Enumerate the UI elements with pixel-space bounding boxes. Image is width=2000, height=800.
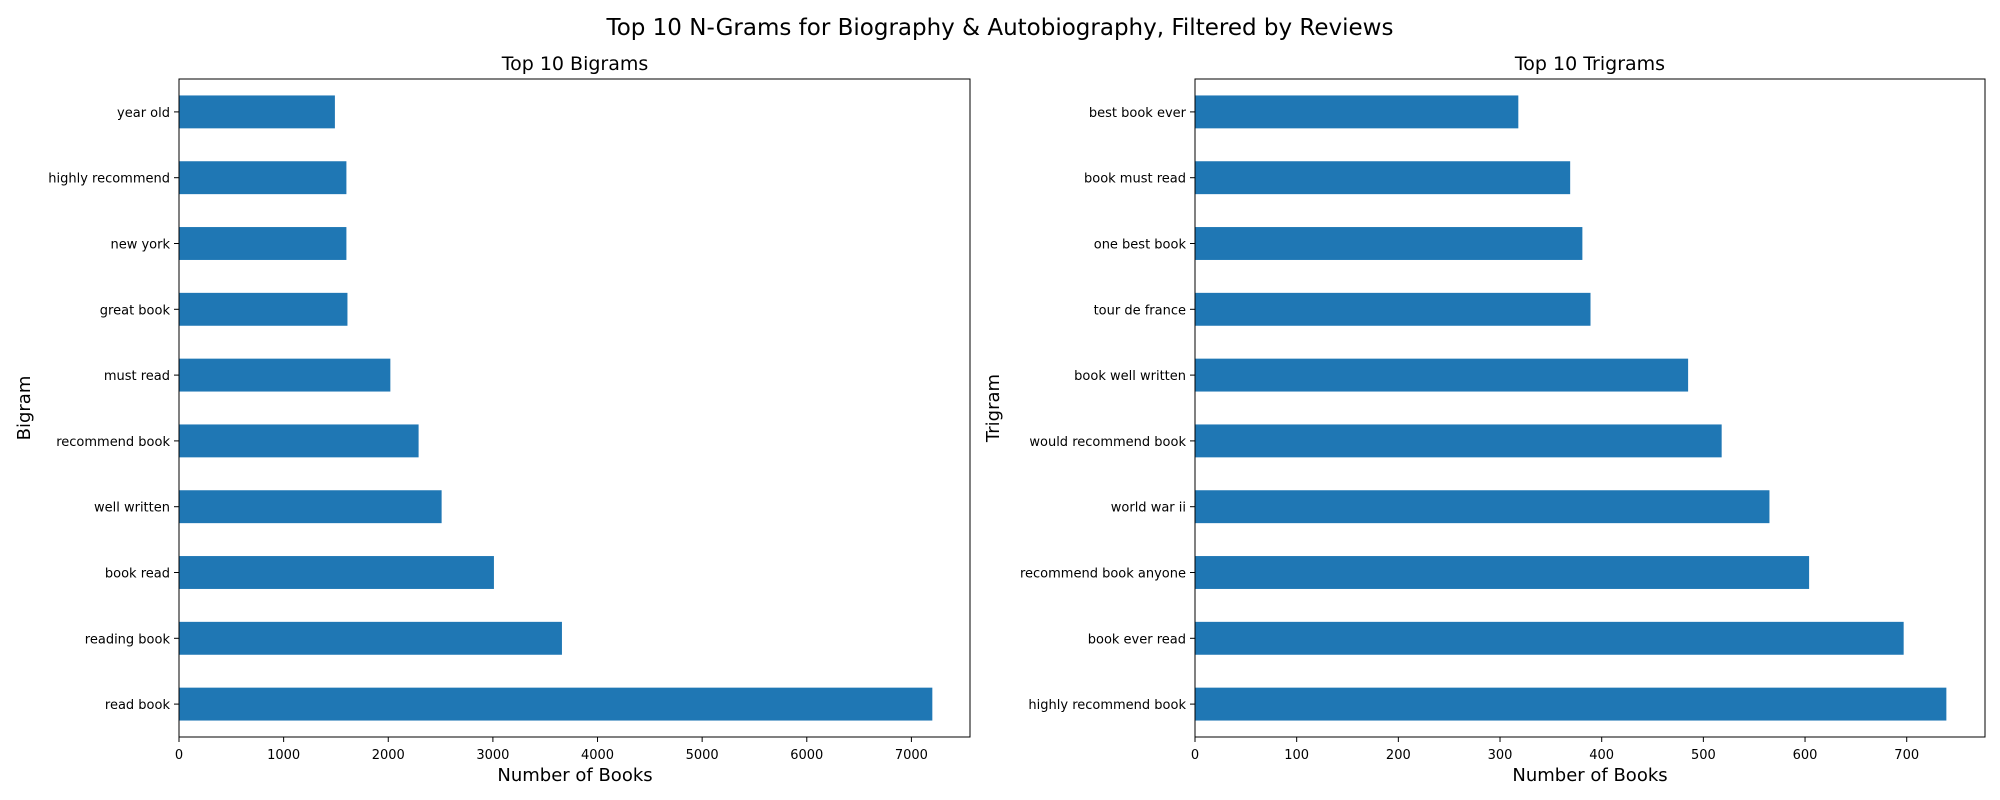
bigram-y-tick-label: highly recommend xyxy=(48,172,170,187)
trigram-x-ticks: 0 100 200 300 400 500 600 700 xyxy=(1191,737,1919,763)
trigram-y-tick-label: tour de france xyxy=(1094,303,1186,318)
trigram-bar xyxy=(1195,358,1689,392)
trigram-x-tick-label: 0 xyxy=(1191,748,1199,763)
trigram-x-tick-label: 200 xyxy=(1386,748,1411,763)
bigram-y-tick-label: reading book xyxy=(85,632,171,647)
bigram-bar xyxy=(179,687,933,721)
bigram-x-tick-label: 3000 xyxy=(476,748,509,763)
bigram-chart: Top 10 Bigrams read book reading book book… xyxy=(14,53,971,786)
bigram-bar xyxy=(179,292,348,326)
trigram-x-tick-label: 500 xyxy=(1691,748,1716,763)
trigram-y-tick-label: highly recommend book xyxy=(1028,698,1186,713)
bigram-bar xyxy=(179,490,442,524)
trigram-bar xyxy=(1195,292,1591,326)
bigram-y-axis-label: Bigram xyxy=(14,376,35,441)
trigram-bar xyxy=(1195,621,1904,655)
trigram-y-tick-label: world war ii xyxy=(1111,501,1186,516)
bigram-x-ticks: 0 1000 2000 3000 4000 5000 6000 7000 xyxy=(175,737,928,763)
bigram-x-tick-label: 7000 xyxy=(895,748,928,763)
trigram-bar xyxy=(1195,95,1519,129)
trigram-y-axis-label: Trigram xyxy=(983,374,1004,443)
trigram-chart: Top 10 Trigrams highly recommend book boo… xyxy=(983,53,1986,786)
trigram-bar xyxy=(1195,424,1722,458)
trigram-bars xyxy=(1195,95,1947,721)
trigram-y-tick-label: book well written xyxy=(1074,369,1186,384)
bigram-bar xyxy=(179,556,494,589)
bigram-y-tick-label: new york xyxy=(110,238,170,253)
bigram-x-tick-label: 0 xyxy=(175,748,183,763)
bigram-bar xyxy=(179,161,347,195)
trigram-y-tick-label: book ever read xyxy=(1088,632,1186,647)
bigram-bar xyxy=(179,424,419,458)
bigram-y-ticks: read book reading book book read well writt… xyxy=(48,106,179,713)
trigram-x-tick-label: 400 xyxy=(1589,748,1614,763)
bigram-y-tick-label: year old xyxy=(117,106,170,121)
bigram-x-tick-label: 5000 xyxy=(686,748,719,763)
trigram-x-tick-label: 300 xyxy=(1488,748,1513,763)
trigram-bar xyxy=(1195,490,1770,524)
trigram-bar xyxy=(1195,687,1947,721)
trigram-y-ticks: highly recommend book book ever read recom… xyxy=(1020,106,1195,713)
bigram-x-tick-label: 2000 xyxy=(372,748,405,763)
bigram-x-axis-label: Number of Books xyxy=(497,765,652,786)
bigram-bars xyxy=(179,95,933,721)
bigram-y-tick-label: well written xyxy=(94,501,170,516)
bigram-x-tick-label: 4000 xyxy=(581,748,614,763)
bigram-chart-title: Top 10 Bigrams xyxy=(501,53,649,75)
bigram-y-tick-label: great book xyxy=(100,303,171,318)
bigram-x-tick-label: 1000 xyxy=(267,748,300,763)
trigram-x-tick-label: 600 xyxy=(1793,748,1818,763)
bigram-y-tick-label: read book xyxy=(105,698,171,713)
trigram-bar xyxy=(1195,227,1583,260)
trigram-plot-frame xyxy=(1194,78,1986,738)
bigram-plot-frame xyxy=(178,78,971,738)
trigram-chart-title: Top 10 Trigrams xyxy=(1514,53,1665,75)
trigram-y-tick-label: would recommend book xyxy=(1029,435,1186,450)
trigram-y-tick-label: recommend book anyone xyxy=(1020,567,1186,582)
bigram-bar xyxy=(179,227,347,260)
bigram-bar xyxy=(179,95,335,129)
bigram-bar xyxy=(179,358,391,392)
trigram-bar xyxy=(1195,161,1571,195)
bigram-y-tick-label: must read xyxy=(104,369,170,384)
figure-title: Top 10 N-Grams for Biography & Autobiogr… xyxy=(606,15,1394,41)
trigram-y-tick-label: best book ever xyxy=(1089,106,1187,121)
bigram-x-tick-label: 6000 xyxy=(790,748,823,763)
trigram-y-tick-label: one best book xyxy=(1094,238,1187,253)
trigram-x-tick-label: 700 xyxy=(1894,748,1919,763)
trigram-y-tick-label: book must read xyxy=(1084,172,1186,187)
bigram-y-tick-label: book read xyxy=(105,567,170,582)
bigram-y-tick-label: recommend book xyxy=(56,435,170,450)
trigram-x-axis-label: Number of Books xyxy=(1512,765,1667,786)
trigram-x-tick-label: 100 xyxy=(1284,748,1309,763)
trigram-bar xyxy=(1195,556,1810,589)
bigram-bar xyxy=(179,621,562,655)
